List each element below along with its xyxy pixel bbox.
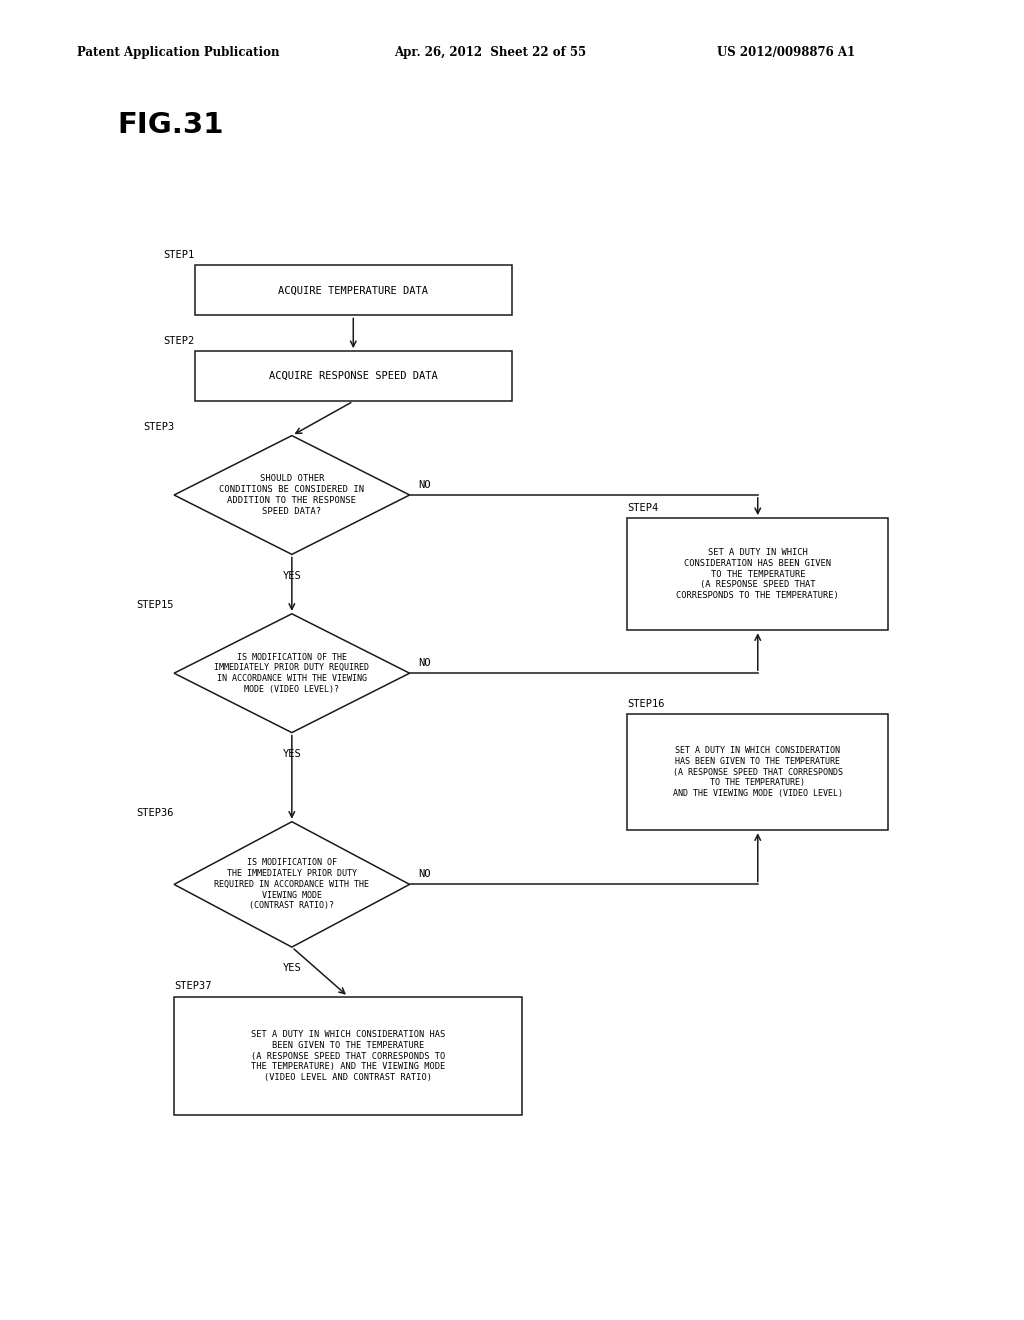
Text: STEP3: STEP3 (142, 421, 174, 432)
Text: SET A DUTY IN WHICH CONSIDERATION HAS
BEEN GIVEN TO THE TEMPERATURE
(A RESPONSE : SET A DUTY IN WHICH CONSIDERATION HAS BE… (251, 1030, 445, 1082)
Bar (174, 997, 522, 1115)
Polygon shape (174, 821, 410, 948)
Polygon shape (174, 436, 410, 554)
Bar (627, 519, 889, 631)
Text: STEP15: STEP15 (136, 599, 174, 610)
Text: NO: NO (418, 657, 430, 668)
Text: YES: YES (283, 748, 301, 759)
Text: IS MODIFICATION OF THE
IMMEDIATELY PRIOR DUTY REQUIRED
IN ACCORDANCE WITH THE VI: IS MODIFICATION OF THE IMMEDIATELY PRIOR… (214, 652, 370, 694)
Text: ACQUIRE TEMPERATURE DATA: ACQUIRE TEMPERATURE DATA (279, 285, 428, 296)
Text: STEP37: STEP37 (174, 981, 212, 991)
Text: STEP4: STEP4 (627, 503, 658, 513)
Text: NO: NO (418, 479, 430, 490)
Text: STEP36: STEP36 (136, 808, 174, 817)
Text: ACQUIRE RESPONSE SPEED DATA: ACQUIRE RESPONSE SPEED DATA (269, 371, 437, 381)
Text: NO: NO (418, 869, 430, 879)
Text: STEP2: STEP2 (163, 335, 195, 346)
Bar (627, 714, 889, 830)
Text: FIG.31: FIG.31 (118, 111, 224, 140)
Text: IS MODIFICATION OF
THE IMMEDIATELY PRIOR DUTY
REQUIRED IN ACCORDANCE WITH THE
VI: IS MODIFICATION OF THE IMMEDIATELY PRIOR… (214, 858, 370, 911)
Text: STEP16: STEP16 (627, 698, 665, 709)
Text: Patent Application Publication: Patent Application Publication (77, 46, 280, 59)
Text: SHOULD OTHER
CONDITIONS BE CONSIDERED IN
ADDITION TO THE RESPONSE
SPEED DATA?: SHOULD OTHER CONDITIONS BE CONSIDERED IN… (219, 474, 365, 516)
Polygon shape (174, 614, 410, 733)
Bar (195, 351, 512, 401)
Text: US 2012/0098876 A1: US 2012/0098876 A1 (717, 46, 855, 59)
Text: Apr. 26, 2012  Sheet 22 of 55: Apr. 26, 2012 Sheet 22 of 55 (394, 46, 587, 59)
Bar (195, 265, 512, 315)
Text: STEP1: STEP1 (163, 249, 195, 260)
Text: YES: YES (283, 570, 301, 581)
Text: YES: YES (283, 964, 301, 973)
Text: SET A DUTY IN WHICH
CONSIDERATION HAS BEEN GIVEN
TO THE TEMPERATURE
(A RESPONSE : SET A DUTY IN WHICH CONSIDERATION HAS BE… (677, 548, 839, 601)
Text: SET A DUTY IN WHICH CONSIDERATION
HAS BEEN GIVEN TO THE TEMPERATURE
(A RESPONSE : SET A DUTY IN WHICH CONSIDERATION HAS BE… (673, 746, 843, 799)
